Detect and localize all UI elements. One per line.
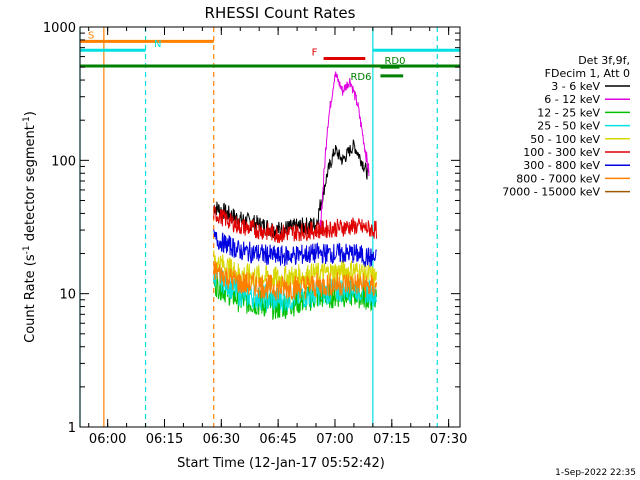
x-axis-label: Start Time (12-Jan-17 05:52:42) bbox=[177, 456, 385, 471]
legend-label-4: 50 - 100 keV bbox=[530, 133, 600, 146]
axes: 06:00 06:15 06:30 06:45 07:00 07:15 07:30 1 10 10… bbox=[43, 21, 467, 447]
x-tick-label-0: 06:00 bbox=[89, 432, 126, 447]
flag-label-6: RD0 bbox=[384, 56, 405, 67]
flag-label-5: RD6 bbox=[350, 72, 371, 83]
x-tick-label-5: 07:15 bbox=[373, 432, 410, 447]
flag-label-1: N bbox=[154, 39, 161, 50]
series-line-5 bbox=[213, 205, 377, 244]
x-tick-label-6: 07:30 bbox=[430, 432, 467, 447]
y-axis-label: Count Rate (s-1 detector segment-1) bbox=[22, 111, 38, 343]
series-line-0 bbox=[213, 139, 370, 239]
legend-label-7: 800 - 7000 keV bbox=[516, 172, 600, 185]
chart-title: RHESSI Count Rates bbox=[205, 4, 356, 22]
flag-label-4: F bbox=[312, 48, 318, 59]
y-tick-label-2: 100 bbox=[51, 154, 76, 169]
x-tick-label-4: 07:00 bbox=[316, 432, 353, 447]
footer-timestamp: 1-Sep-2022 22:35 bbox=[555, 468, 636, 478]
x-tick-label-1: 06:15 bbox=[146, 432, 183, 447]
legend-label-1: 6 - 12 keV bbox=[544, 93, 600, 106]
x-tick-label-3: 06:45 bbox=[259, 432, 296, 447]
series-line-7 bbox=[213, 261, 377, 301]
legend-label-5: 100 - 300 keV bbox=[523, 146, 600, 159]
y-tick-label-3: 1000 bbox=[43, 21, 76, 36]
legend-label-8: 7000 - 15000 keV bbox=[502, 186, 600, 199]
series-line-1 bbox=[319, 71, 370, 233]
legend-header-line-1: Det 3f,9f, bbox=[578, 54, 630, 67]
y-tick-label-0: 1 bbox=[68, 421, 76, 436]
flag-label-0: S bbox=[88, 30, 94, 41]
series-line-6 bbox=[213, 229, 377, 267]
plot-frame bbox=[79, 26, 461, 428]
legend-label-3: 25 - 50 keV bbox=[537, 120, 600, 133]
legend-label-6: 300 - 800 keV bbox=[523, 159, 600, 172]
x-tick-label-2: 06:30 bbox=[203, 432, 240, 447]
plot-area: S N F RD6 RD0 bbox=[79, 27, 460, 427]
y-tick-label-1: 10 bbox=[59, 288, 76, 303]
legend-header-line-2: FDecim 1, Att 0 bbox=[545, 67, 630, 80]
legend-label-0: 3 - 6 keV bbox=[551, 80, 600, 93]
legend-label-2: 12 - 25 keV bbox=[537, 106, 600, 119]
